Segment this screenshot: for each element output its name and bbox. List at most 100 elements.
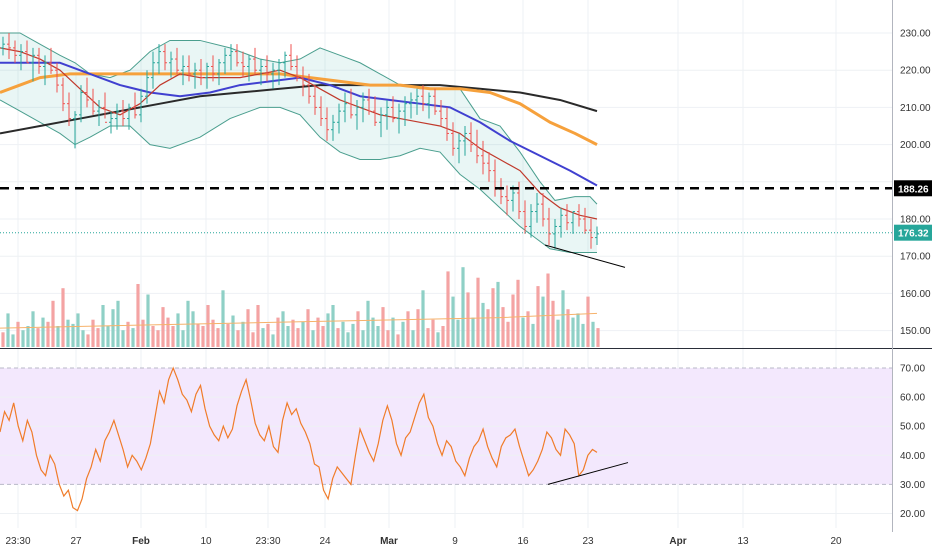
price-tick-label: 220.00 <box>900 66 931 77</box>
rsi-band <box>0 367 892 514</box>
volume-bar <box>46 321 50 347</box>
rsi-panel <box>0 366 629 512</box>
resistance-price-label: 188.26 <box>898 184 929 195</box>
volume-bar <box>306 309 310 347</box>
volume-bar <box>86 334 90 347</box>
x-tick-label: Feb <box>132 536 150 547</box>
volume-bar <box>506 321 510 347</box>
volume-bar <box>426 328 430 347</box>
volume-bar <box>436 332 440 347</box>
rsi-tick-label: 50.00 <box>900 422 925 433</box>
rsi-tick-label: 70.00 <box>900 364 925 375</box>
price-tick-label: 200.00 <box>900 140 931 151</box>
volume-bar <box>456 319 460 347</box>
volume-bar <box>446 271 450 347</box>
volume-bar <box>156 330 160 347</box>
volume-bar <box>181 330 185 347</box>
volume-bar <box>566 309 570 347</box>
volume-bar <box>221 290 225 347</box>
volume-bar <box>416 309 420 347</box>
volume-bar <box>291 319 295 347</box>
volume-bar <box>111 309 115 347</box>
volume-bar <box>371 317 375 347</box>
volume-bar <box>66 319 70 347</box>
candlesticks <box>1 33 599 249</box>
volume-bar <box>126 321 130 347</box>
overlays <box>0 187 892 268</box>
volume-bar <box>586 296 590 347</box>
volume-bar <box>366 300 370 347</box>
volume-bar <box>281 311 285 347</box>
last-price-label-bg <box>894 224 932 241</box>
volume-bar <box>81 330 85 347</box>
rsi-tick-label: 30.00 <box>900 480 925 491</box>
volume-bar <box>536 286 540 347</box>
volume-bar <box>71 323 75 347</box>
volume-bar <box>441 326 445 347</box>
volume-bar <box>571 317 575 347</box>
volume-bar <box>161 307 165 347</box>
volume-bar <box>286 326 290 347</box>
volume-bar <box>521 317 525 347</box>
x-tick-label: 23:30 <box>255 536 280 547</box>
price-tick-label: 160.00 <box>900 289 931 300</box>
volume-bar <box>431 319 435 347</box>
volume-bar <box>496 281 500 347</box>
volume-bar <box>116 300 120 347</box>
bollinger-bands <box>0 32 598 253</box>
volume-bar <box>381 307 385 347</box>
x-tick-label: 16 <box>517 536 529 547</box>
x-tick-label: 23:30 <box>5 536 30 547</box>
volume-bar <box>476 277 480 347</box>
x-tick-label: 24 <box>319 536 331 547</box>
volume-bar <box>501 307 505 347</box>
bollinger-fill <box>0 33 597 253</box>
volume-bar <box>511 294 515 347</box>
x-tick-label: 27 <box>70 536 82 547</box>
volume-bar <box>336 328 340 347</box>
last-price-label: 176.32 <box>898 229 929 240</box>
volume-bar <box>246 309 250 347</box>
volume-bar <box>266 323 270 347</box>
volume-bar <box>141 319 145 347</box>
volume-bar <box>51 300 55 347</box>
volume-bar <box>321 326 325 347</box>
x-tick-label: 20 <box>830 536 842 547</box>
volume-bar <box>541 296 545 347</box>
volume-bar <box>271 334 275 347</box>
volume-bar <box>16 321 20 347</box>
volume-bar <box>41 317 45 347</box>
volume-bar <box>401 321 405 347</box>
volume-bar <box>376 326 380 347</box>
volume-bar <box>251 332 255 347</box>
volume-bar <box>211 319 215 347</box>
resistance-price-label-bg <box>894 180 932 197</box>
x-tick-label: 10 <box>200 536 212 547</box>
volume-bar <box>226 323 230 347</box>
volume-bar <box>206 305 210 347</box>
volume-bar <box>396 334 400 347</box>
volume-bar <box>6 313 10 347</box>
volume-bar <box>561 290 565 347</box>
volume-bar <box>386 330 390 347</box>
volume-bar <box>36 328 40 347</box>
rsi-trendline <box>547 462 629 485</box>
volume-bar <box>151 326 155 347</box>
volume-bar <box>131 328 135 347</box>
volume-bar <box>171 326 175 347</box>
volume-bar <box>526 311 530 347</box>
volume-bar <box>256 305 260 347</box>
volume-bar <box>121 330 125 347</box>
volume-bar <box>26 326 30 347</box>
volume-bar <box>1 332 5 347</box>
volume-bar <box>146 294 150 347</box>
volume-bar <box>301 321 305 347</box>
price-tick-label: 170.00 <box>900 252 931 263</box>
rsi-tick-label: 60.00 <box>900 393 925 404</box>
grid <box>0 0 892 528</box>
volume-bar <box>261 328 265 347</box>
volume-bar <box>331 305 335 347</box>
price-tick-label: 230.00 <box>900 29 931 40</box>
